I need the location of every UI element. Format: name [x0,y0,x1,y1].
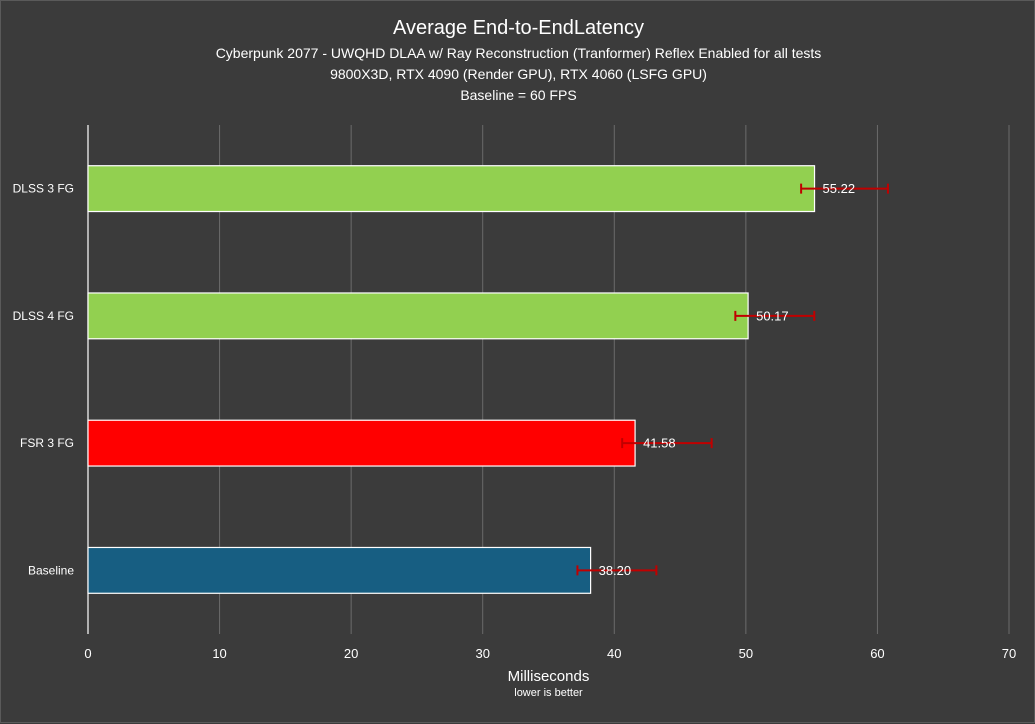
bar [87,292,749,340]
x-axis-label: Milliseconds [507,668,590,685]
x-tick-label: 50 [739,646,753,661]
chart-title: Average End-to-EndLatency [393,17,644,39]
data-label: 41.58 [643,436,676,451]
x-tick-label: 40 [607,646,621,661]
data-label: 55.22 [823,181,856,196]
data-label: 38.20 [599,563,632,578]
category-label: DLSS 4 FG [13,309,74,323]
category-label: FSR 3 FG [20,436,74,450]
x-tick-label: 20 [344,646,358,661]
x-tick-label: 0 [84,646,91,661]
x-tick-label: 70 [1002,646,1016,661]
chart-subtitle-1: Cyberpunk 2077 - UWQHD DLAA w/ Ray Recon… [215,45,822,61]
bar [87,419,636,467]
x-tick-label: 60 [870,646,884,661]
x-tick-label: 10 [212,646,226,661]
x-tick-label: 30 [475,646,489,661]
chart-subtitle-3: Baseline = 60 FPS [460,87,577,103]
category-label: Baseline [28,563,74,577]
category-label: DLSS 3 FG [13,182,74,196]
chart-subtitle-2: 9800X3D, RTX 4090 (Render GPU), RTX 4060… [330,66,707,82]
bar [87,165,816,213]
x-axis-note: lower is better [514,687,583,699]
data-label: 50.17 [756,308,789,323]
bar [87,546,592,594]
